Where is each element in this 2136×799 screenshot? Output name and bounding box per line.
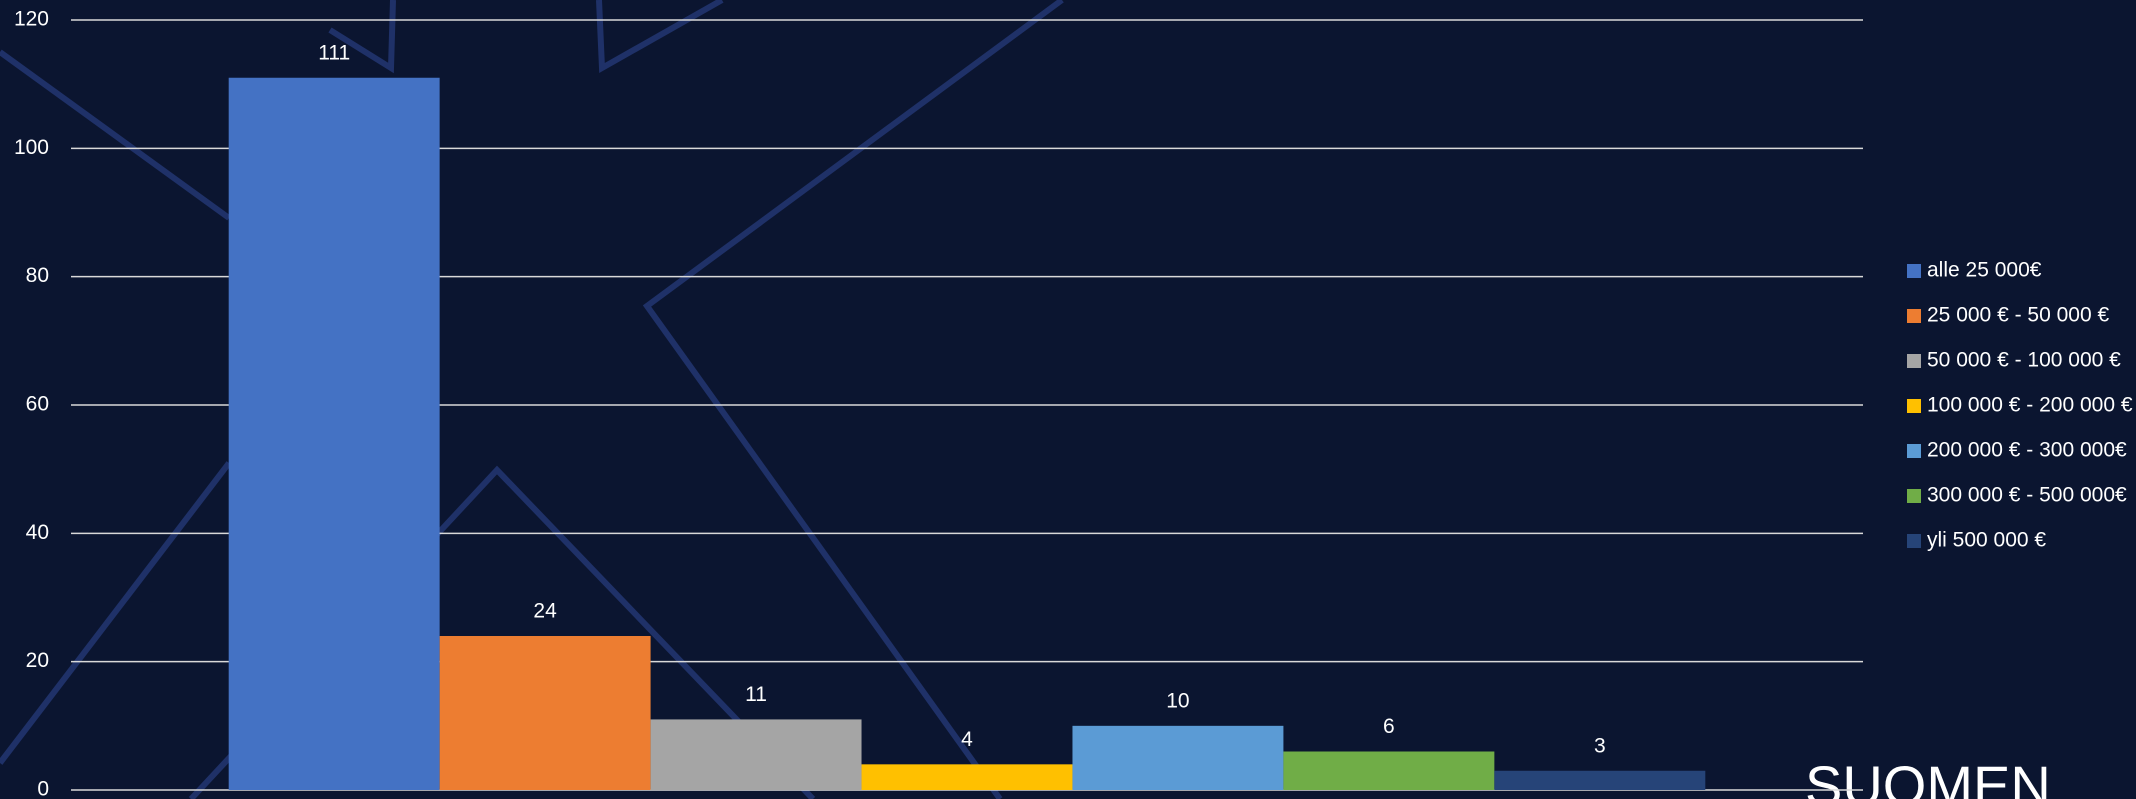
data-label: 111 <box>318 41 350 64</box>
y-tick-label: 0 <box>37 778 49 799</box>
legend-swatch <box>1907 399 1921 413</box>
legend-swatch <box>1907 534 1921 548</box>
data-label: 24 <box>533 600 557 623</box>
bar <box>1072 725 1284 790</box>
legend-swatch <box>1907 444 1921 458</box>
data-label: 3 <box>1594 734 1606 757</box>
y-tick-label: 20 <box>26 649 49 672</box>
bar <box>861 764 1073 790</box>
y-tick-label: 80 <box>26 264 49 287</box>
legend-swatch <box>1907 309 1921 323</box>
legend-label: 50 000 € - 100 000 € <box>1927 349 2121 372</box>
legend-swatch <box>1907 354 1921 368</box>
y-tick-label: 40 <box>26 521 49 544</box>
data-label: 11 <box>745 683 767 706</box>
bar <box>1283 751 1495 790</box>
data-label: 4 <box>961 728 973 751</box>
bar <box>650 719 862 790</box>
data-label: 6 <box>1383 715 1395 738</box>
data-label: 10 <box>1166 689 1189 712</box>
legend-swatch <box>1907 489 1921 503</box>
bar <box>228 77 440 790</box>
legend-label: 200 000 € - 300 000€ <box>1927 439 2127 462</box>
legend-label: 25 000 € - 50 000 € <box>1927 304 2109 327</box>
legend-label: yli 500 000 € <box>1927 529 2046 552</box>
y-tick-label: 60 <box>26 393 49 416</box>
y-tick-label: 120 <box>14 8 49 31</box>
bar <box>1494 770 1706 790</box>
legend-swatch <box>1907 264 1921 278</box>
y-tick-label: 100 <box>14 136 49 159</box>
legend-label: 300 000 € - 500 000€ <box>1927 484 2127 507</box>
bar <box>439 636 651 790</box>
brand-text: SUOMEN <box>1805 754 2051 799</box>
legend-label: alle 25 000€ <box>1927 259 2042 282</box>
legend-label: 100 000 € - 200 000 € <box>1927 394 2133 417</box>
